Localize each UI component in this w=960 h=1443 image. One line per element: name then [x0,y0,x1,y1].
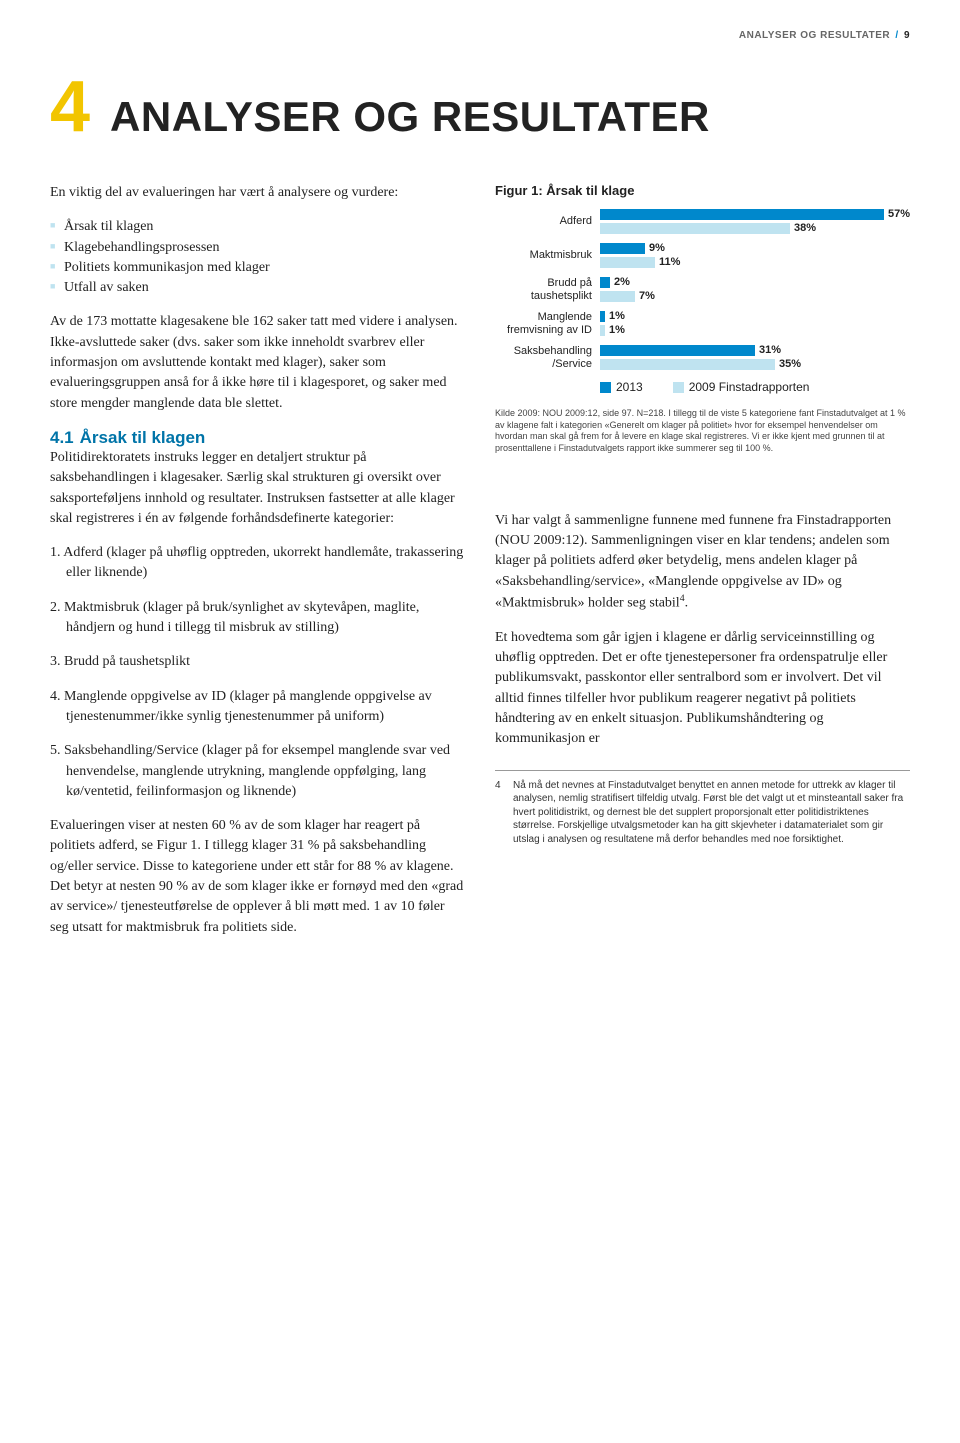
legend-label: 2009 Finstadrapporten [689,380,810,394]
chart-row: Adferd 57% 38% [495,208,910,236]
intro-bullet: Utfall av saken [50,278,465,298]
chart-bar-wrap: 57% [600,208,910,220]
chart-bar-wrap: 38% [600,222,910,234]
footnote-rule [495,770,910,771]
chart-bar-group: 31%35% [600,344,910,372]
legend-swatch [673,382,684,393]
running-head-page: 9 [904,30,910,41]
legend-item: 2009 Finstadrapporten [673,380,810,394]
analysis-paragraph: Av de 173 mottatte klagesakene ble 162 s… [50,312,465,413]
chart-bar-wrap: 31% [600,344,910,356]
footnote-number: 4 [495,779,513,847]
running-head: ANALYSER OG RESULTATER / 9 [50,30,910,41]
chart-bar-wrap: 1% [600,310,910,322]
right-column: Figur 1: Årsak til klage Adferd 57% 38% Mak… [495,183,910,952]
chart-category-label: Manglendefremvisning av ID [495,311,600,337]
category-list-item: 5. Saksbehandling/Service (klager på for… [50,741,465,802]
theme-paragraph: Et hovedtema som går igjen i klagene er … [495,628,910,750]
legend-swatch [600,382,611,393]
chart-bar-value: 7% [639,290,655,302]
chart-bar [600,257,655,268]
chart-bar-group: 1%1% [600,310,910,338]
chapter-number: 4 [50,71,90,143]
running-head-slash: / [895,30,898,41]
chart-bar-value: 1% [609,324,625,336]
category-list-item: 3. Brudd på taushetsplikt [50,652,465,672]
chart-bar [600,325,605,336]
content-columns: En viktig del av evalueringen har vært å… [50,183,910,952]
intro-bullet-list: Årsak til klagenKlagebehandlingsprosesse… [50,217,465,298]
chart-row: Maktmisbruk9%11% [495,242,910,270]
footnote-text: Nå må det nevnes at Finstadutvalget beny… [513,779,910,847]
comparison-text: Vi har valgt å sammenligne funnene med f… [495,513,891,611]
category-list-item: 2. Maktmisbruk (klager på bruk/synlighet… [50,598,465,639]
chart-bar [600,311,605,322]
legend-item: 2013 [600,380,643,394]
chart-bar-value: 9% [649,242,665,254]
chart-row: Saksbehandling/Service31%35% [495,344,910,372]
chart-bar-value: 1% [609,310,625,322]
chart-bar-wrap: 7% [600,290,910,302]
chart-bar-wrap: 1% [600,324,910,336]
category-list-item: 4. Manglende oppgivelse av ID (klager på… [50,687,465,728]
chart-bar-wrap: 2% [600,276,910,288]
chart-bar [600,291,635,302]
chart-bar-value: 2% [614,276,630,288]
chart-bar [600,277,610,288]
chart-bar-group: 57% 38% [600,208,910,236]
chart-bar [600,345,755,356]
intro-bullet: Politiets kommunikasjon med klager [50,258,465,278]
chapter-title: ANALYSER OG RESULTATER [110,93,710,141]
chart-row: Manglendefremvisning av ID1%1% [495,310,910,338]
chart-bar-value: 57% [888,208,910,220]
running-head-section: ANALYSER OG RESULTATER [739,30,890,41]
legend-label: 2013 [616,380,643,394]
chart-bar-value: 31% [759,344,781,356]
chart-legend: 2013 2009 Finstadrapporten [600,380,910,394]
chart-category-label: Brudd påtaushetsplikt [495,277,600,303]
chart-bar-value: 38% [794,222,816,234]
chart-bar-group: 9%11% [600,242,910,270]
intro-bullet: Årsak til klagen [50,217,465,237]
chart-bar-value: 11% [659,256,680,268]
section-intro-paragraph: Politidirektoratets instruks legger en d… [50,448,465,529]
chapter-heading: 4 ANALYSER OG RESULTATER [50,71,910,143]
category-list-item: 1. Adferd (klager på uhøflig opptreden, … [50,543,465,584]
chart-bar-value: 35% [779,358,801,370]
section-title: Årsak til klagen [80,428,206,447]
chart-bar-wrap: 35% [600,358,910,370]
footnote: 4 Nå må det nevnes at Finstadutvalget be… [495,779,910,847]
section-heading: 4.1 Årsak til klagen [50,428,465,448]
figure-title: Figur 1: Årsak til klage [495,183,910,198]
comparison-paragraph: Vi har valgt å sammenligne funnene med f… [495,511,910,614]
chart-bar [600,223,790,234]
intro-bullet: Klagebehandlingsprosessen [50,238,465,258]
chart-category-label: Maktmisbruk [495,249,600,262]
bar-chart: Adferd57%38%Maktmisbruk9%11%Brudd påtaus… [495,208,910,372]
chart-bar [600,209,884,220]
chart-category-label: Saksbehandling/Service [495,345,600,371]
comparison-tail: . [685,596,689,611]
chart-bar-wrap: 9% [600,242,910,254]
category-list: 1. Adferd (klager på uhøflig opptreden, … [50,543,465,802]
chart-bar [600,243,645,254]
section-number: 4.1 [50,428,74,447]
chart-category-label: Adferd [495,215,600,228]
chart-bar-wrap: 11% [600,256,910,268]
chart-bar [600,359,775,370]
chart-bar-group: 2% 7% [600,276,910,304]
left-column: En viktig del av evalueringen har vært å… [50,183,465,952]
intro-lead: En viktig del av evalueringen har vært å… [50,183,465,203]
evaluation-paragraph: Evalueringen viser at nesten 60 % av de … [50,816,465,938]
chart-row: Brudd påtaushetsplikt 2% 7% [495,276,910,304]
chart-source-note: Kilde 2009: NOU 2009:12, side 97. N=218.… [495,408,910,455]
